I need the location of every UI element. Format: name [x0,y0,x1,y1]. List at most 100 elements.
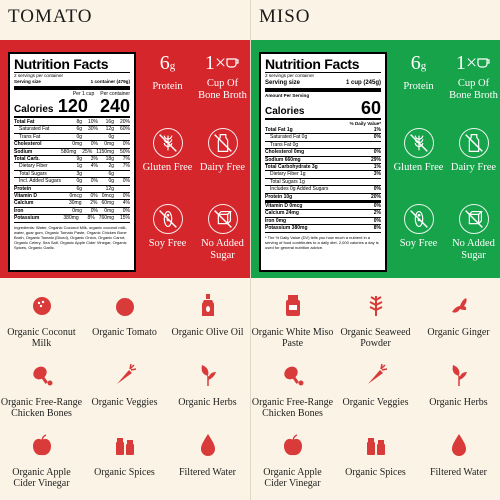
nutrient-value [118,171,130,177]
nutrient-name: Iron 0mg [265,217,287,224]
badge-label: Gluten Free [142,162,193,173]
nutrient-value: 0g [108,178,114,185]
nutrient-value: 60% [119,126,130,133]
nutrient-value: 6g [76,185,82,192]
nutrition-heading: Nutrition Facts [14,57,130,73]
nutrient-row: Total Sugars 1g [265,179,381,187]
nutrient-value: 12g [105,185,114,192]
nutrient-dv: 0% [373,217,381,224]
daily-value-header: % Daily Value* [349,121,381,126]
nutrient-row: Cholesterol 0mg 0% 0mg 0% [14,141,130,149]
nutrient-row: Potassium 380mg 8% 760mg 15% [14,215,130,223]
nutrient-value: 6g [108,170,114,177]
ingredient-name: Organic Veggies [342,397,409,408]
tomato-badges: 6g Protein 1× Cup Of Bone Broth Gluten Free D… [140,48,250,272]
nutrient-value [118,134,130,140]
badge-number: 1× [455,52,478,74]
nutrient-name: Calcium 24mg [265,210,299,217]
nutrient-value: 3% [90,156,98,163]
badge-value: 1× [456,50,491,76]
nutrient-value: 0% [90,207,98,214]
cup-icon [477,52,491,74]
ingredient-item: Organic White Miso Paste [251,292,334,352]
ingredient-item: Organic Spices [334,432,417,492]
servings-text: 2 servings per container [265,73,315,78]
badge-protein: 6g Protein [391,48,446,120]
nutrient-name: Trans Fat [19,133,41,140]
calories-label: Calories [14,104,54,115]
miso-badges: 6g Protein 1× Cup Of Bone Broth Gluten Free D… [391,48,500,272]
nutrient-value: 12g [105,126,114,133]
badge-label: Cup Of Bone Broth [198,78,247,101]
nutrient-name: Total Fat 1g [265,127,293,133]
tomato-band: Nutrition Facts 2 servings per container… [0,40,250,278]
nutrient-value: 8g [76,119,82,125]
nutrient-value: 0% [90,141,98,148]
chicken-icon [280,362,306,393]
nutrient-value [118,186,130,192]
badge-value: 1× [205,50,240,76]
nutrient-row: Vitamin D 0mcg 0% [265,203,381,211]
nutrient-value: 0g [108,133,114,140]
badge-soy-free: Soy Free [140,200,195,272]
nutrient-name: Dietary Fiber [19,163,48,170]
nutrient-dv: 20% [370,193,381,200]
serving-size-value: 1 container (479g) [90,79,130,84]
water-icon [195,432,221,463]
nutrient-row: Iron 0mg 0% [265,217,381,226]
miso-paste-icon [280,292,306,323]
nutrient-value [86,186,98,192]
nutrient-row: Trans Fat 0g [265,142,381,150]
nutrient-value: 2g [108,163,114,170]
nutrient-name: Cholesterol 0mg [265,149,305,156]
ingredient-name: Organic Coconut Milk [7,327,76,349]
nutrient-value: 0% [122,207,130,214]
miso-nutrition-label: Nutrition Facts 2 servings per container… [259,52,387,272]
soy-free-icon [152,204,183,234]
nutrient-dv: 1% [373,127,381,133]
badge-value: 6g [160,50,176,79]
nutrient-row: Total Carbohydrate 3g 1% [265,164,381,172]
nutrient-row: Protein 6g 12g [14,185,130,194]
serving-size-row: Serving size 1 cup (245g) [265,79,381,87]
miso-panel: MISO Nutrition Facts 2 servings per cont… [250,0,500,500]
ingredient-item: Organic Spices [83,432,166,492]
badge-label: Protein [403,81,434,92]
nutrient-value: 0g [76,133,82,140]
nutrient-value: 8% [87,215,95,222]
nutrient-row: Total Sugars 3g 6g [14,170,130,179]
ingredient-name: Organic Olive Oil [171,327,244,338]
nutrient-value: 0mcg [69,193,82,200]
nutrient-name: Vitamin D [14,193,37,200]
badge-label: Dairy Free [450,162,497,173]
nutrient-value: 0% [122,178,130,185]
ingredients-text: Ingredients: Water, Organic Coconut Milk… [14,224,127,250]
nutrient-name: Potassium 380mg [265,225,308,232]
serving-size-label: Serving size [14,79,41,84]
nutrient-name: Total Fat [14,119,35,125]
water-icon [446,432,472,463]
nutrient-name: Includes 0g Added Sugars [270,186,329,193]
calories-value-1: 120 [57,96,88,116]
nutrient-value: 30mg [68,200,82,207]
nutrient-row: Saturated Fat 0g 0% [265,134,381,142]
calories-row: Calories 120 240 [14,97,130,115]
nutrient-row: Calcium 24mg 2% [265,210,381,218]
spices-icon [363,432,389,463]
nutrient-value: 10% [87,119,98,125]
tomato-icon [112,292,138,323]
nutrient-dv: 0% [373,149,381,156]
nutrient-name: Sodium 660mg [265,156,301,163]
miso-title: MISO [259,6,311,27]
ingredient-item: Organic Veggies [83,362,166,422]
ingredient-item: Organic Free-Range Chicken Bones [0,362,83,422]
nutrient-dv: 2% [373,210,381,217]
badge-dairy-free: Dairy Free [195,124,250,196]
nutrient-value: 7% [122,156,130,163]
spices-icon [112,432,138,463]
ingredient-item: Organic Apple Cider Vinegar [0,432,83,492]
nutrient-value: 16g [105,119,114,125]
footnote-text: * The % Daily Value (DV) tells you how m… [265,234,379,250]
nutrient-name: Cholesterol [14,141,42,148]
